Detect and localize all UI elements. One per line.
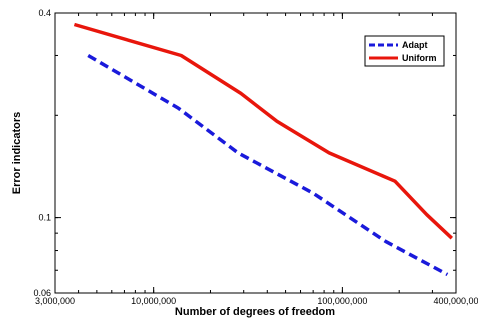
y-tick-label: 0.06	[33, 288, 51, 298]
x-axis-label: Number of degrees of freedom	[175, 306, 335, 318]
y-tick-label: 0.4	[38, 8, 51, 18]
x-tick-label: 3,000,000	[35, 296, 75, 306]
x-tick-label: 100,000,000	[317, 296, 367, 306]
y-axis-label: Error indicators	[11, 112, 23, 195]
series-layer	[73, 22, 453, 277]
legend-box	[364, 35, 445, 67]
x-tick-label: 400,000,00	[433, 296, 478, 306]
legend-label-uniform: Uniform	[402, 53, 437, 63]
series-line-uniform	[73, 22, 453, 240]
y-tick-label: 0.1	[38, 213, 51, 223]
legend: Adapt Uniform	[364, 35, 445, 67]
ticks: 3,000,000 10,000,000 100,000,000 400,000,00…	[33, 8, 478, 306]
legend-label-adapt: Adapt	[402, 40, 428, 50]
series-line-adapt	[87, 53, 449, 277]
plot-frame	[54, 12, 457, 294]
x-tick-label: 10,000,000	[131, 296, 176, 306]
